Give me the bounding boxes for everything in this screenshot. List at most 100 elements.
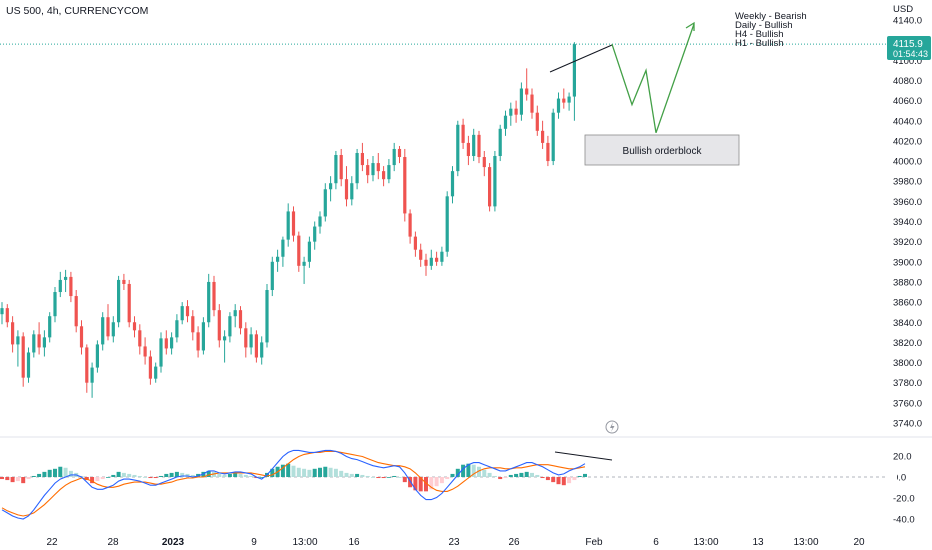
candle-body [175,320,179,338]
macd-histogram-bar [21,477,26,484]
macd-histogram-bar [429,477,434,490]
macd-histogram-bar [0,477,4,480]
candle-body [48,316,52,338]
price-axis-unit: USD [893,4,913,15]
candle-body [403,157,407,214]
candle-body [159,338,163,367]
price-tick-label: 3740.0 [893,419,922,430]
macd-histogram-bar [413,477,418,491]
candle-body [228,316,232,337]
macd-histogram-bar [381,477,386,479]
candle-body [101,317,105,345]
macd-histogram-bar [445,477,450,480]
candle-body [477,134,481,158]
candle-body [207,281,211,323]
price-tick-label: 4020.0 [893,136,922,147]
macd-histogram-bar [5,477,10,481]
macd-histogram-bar [180,472,185,477]
candle-body [212,281,216,311]
macd-histogram-bar [492,475,497,477]
candle-body [180,306,184,321]
candle-body [53,292,57,317]
symbol-title[interactable]: US 500, 4h, CURRENCYCOM [6,5,149,17]
macd-histogram-bar [174,471,179,477]
macd-histogram-bar [355,473,360,477]
candlestick-series [0,42,576,398]
price-tick-label: 3780.0 [893,378,922,389]
candle-body [286,211,290,240]
last-price-value: 4115.9 [893,39,923,50]
candle-body [371,163,375,176]
candle-body [265,290,269,343]
candle-body [472,134,476,157]
macd-histogram-bar [137,475,142,477]
macd-histogram-bar [376,477,381,479]
macd-histogram-bar [349,473,354,477]
lightning-icon[interactable] [605,420,619,434]
price-axis[interactable]: 4140.04120.04100.04080.04060.04040.04020… [893,16,922,430]
candle-body [413,236,417,250]
time-axis[interactable]: 22 28 2023 9 13:00 16 23 26 Feb 6 13:00 13 13:00 20 [46,537,865,548]
candle-body [567,96,571,103]
candle-body [138,330,142,347]
macd-histogram-bar [434,477,439,487]
candle-body [106,317,110,337]
candle-body [450,171,455,197]
macd-histogram-bar [508,474,513,477]
macd-histogram-bar [371,477,375,478]
candle-body [69,276,73,297]
projection-path[interactable] [611,23,695,134]
macd-histogram-bar [233,472,238,477]
candle-body [530,94,534,113]
price-tick-label: 3840.0 [893,318,922,329]
note-weekly: Weekly - Bearish [735,11,807,22]
candle-body [26,352,31,378]
price-tick-label: 3920.0 [893,237,922,248]
macd-histogram-bar [37,473,42,477]
macd-axis[interactable]: 20.0 0.0 -20.0 -40.0 [893,452,915,526]
candle-body [90,367,94,383]
macd-histogram-bar [206,470,211,477]
candle-body [535,112,539,131]
macd-histogram-bar [169,472,174,477]
macd-histogram-bar [106,477,110,478]
macd-histogram-bar [127,473,132,477]
candle-body [556,98,561,113]
price-tick-label: 3860.0 [893,298,922,309]
price-tick-label: 4060.0 [893,96,922,107]
macd-histogram-bar [572,477,577,481]
macd-trendline[interactable] [554,451,613,461]
macd-histogram-bar [386,477,391,478]
candle-body [498,128,502,157]
orderblock-box[interactable] [584,134,740,166]
macd-histogram-bar [53,468,57,477]
macd-histogram-bar [514,473,519,477]
candle-body [519,88,523,115]
candle-body [164,338,168,349]
macd-histogram-bar [328,467,333,477]
time-tick-label: 16 [348,537,360,548]
time-tick-label: 20 [853,537,865,548]
candle-body [85,347,89,383]
macd-histogram-bar [259,477,264,478]
candle-body [297,235,301,266]
candle-body [323,189,327,217]
macd-histogram-bar [439,477,444,484]
candle-body [117,279,121,323]
macd-histogram-bar [323,466,328,477]
candle-body [366,165,370,176]
candle-body [21,336,25,378]
candle-body [329,183,333,190]
macd-line [1,449,586,520]
last-price-countdown: 01:54:43 [893,49,928,59]
candle-body [562,98,566,103]
orderblock-label: Bullish orderblock [623,146,703,157]
price-trendline[interactable] [549,44,613,73]
macd-histogram-bar [26,477,31,480]
macd-histogram-bar [296,467,301,477]
macd-histogram-bar [238,473,243,477]
note-h1: H1 - Bullish [735,38,784,49]
candle-body [291,211,296,236]
macd-histogram-bar [466,463,471,477]
